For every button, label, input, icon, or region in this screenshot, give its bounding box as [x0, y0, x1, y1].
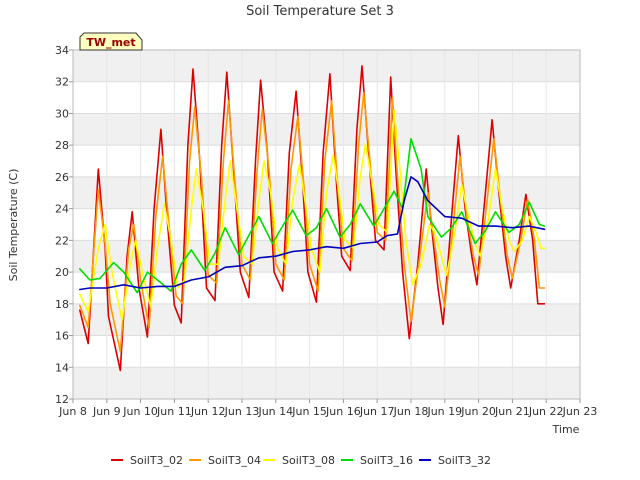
legend-label: SoilT3_08: [282, 454, 335, 467]
legend-label: SoilT3_32: [438, 454, 491, 467]
x-tick-label: Jun 18: [393, 405, 429, 418]
y-tick-label: 24: [55, 203, 69, 216]
x-tick-label: Jun 15: [291, 405, 327, 418]
grid-lines: [72, 49, 581, 400]
x-tick-label: Jun 11: [156, 405, 192, 418]
y-tick-label: 26: [55, 171, 69, 184]
legend-label: SoilT3_16: [360, 454, 413, 467]
x-tick-label: Jun 10: [122, 405, 158, 418]
x-tick-label: Jun 16: [325, 405, 361, 418]
y-tick-label: 20: [55, 266, 69, 279]
plot-band: [73, 303, 580, 336]
series-line-soilt3_04: [79, 92, 546, 353]
plot-frame: [72, 49, 581, 400]
y-tick-label: 28: [55, 139, 69, 152]
series-line-soilt3_32: [79, 176, 546, 291]
x-axis-ticks: Jun 8 Jun 9 Jun 10 Jun 11 Jun 12 Jun 13 Jun 14…: [58, 399, 597, 418]
plot-band: [73, 50, 580, 82]
series-line-soilt3_08: [79, 109, 546, 321]
plot-band: [73, 272, 580, 304]
x-axis-label: Time: [552, 423, 580, 436]
x-tick-label: Jun 21: [494, 405, 530, 418]
legend: SoilT3_02 SoilT3_04 SoilT3_08 SoilT3_16 Soil…: [111, 454, 491, 467]
x-tick-label: Jun 9: [92, 405, 121, 418]
series-lines: [79, 65, 546, 372]
station-label: TW_met: [86, 36, 135, 49]
y-tick-label: 12: [55, 393, 69, 406]
y-tick-label: 30: [55, 107, 69, 120]
series-line-soilt3_16: [79, 138, 546, 294]
y-axis-label: Soil Temperature (C): [7, 169, 20, 282]
plot-band: [73, 208, 580, 241]
y-axis-ticks: 12 14 16 18 20 22 24 26 28 30 32 34: [55, 44, 73, 406]
x-tick-label: Jun 22: [528, 405, 564, 418]
plot-band: [73, 367, 580, 399]
station-label-background: [79, 32, 143, 51]
x-tick-label: Jun 13: [224, 405, 260, 418]
station-label-box: TW_met: [79, 32, 143, 51]
x-tick-label: Jun 19: [426, 405, 462, 418]
x-tick-label: Jun 17: [359, 405, 395, 418]
y-tick-label: 16: [55, 330, 69, 343]
x-tick-label: Jun 12: [190, 405, 226, 418]
x-tick-label: Jun 14: [257, 405, 293, 418]
x-tick-label: Jun 20: [460, 405, 496, 418]
y-tick-label: 18: [55, 298, 69, 311]
legend-label: SoilT3_02: [130, 454, 183, 467]
x-tick-label: Jun 8: [58, 405, 87, 418]
x-tick-label: Jun 23: [562, 405, 598, 418]
y-tick-label: 14: [55, 361, 69, 374]
y-tick-label: 22: [55, 234, 69, 247]
plot-band: [73, 335, 580, 368]
y-tick-label: 32: [55, 76, 69, 89]
chart-title: Soil Temperature Set 3: [246, 4, 394, 19]
legend-label: SoilT3_04: [208, 454, 261, 467]
y-tick-label: 34: [55, 44, 69, 57]
